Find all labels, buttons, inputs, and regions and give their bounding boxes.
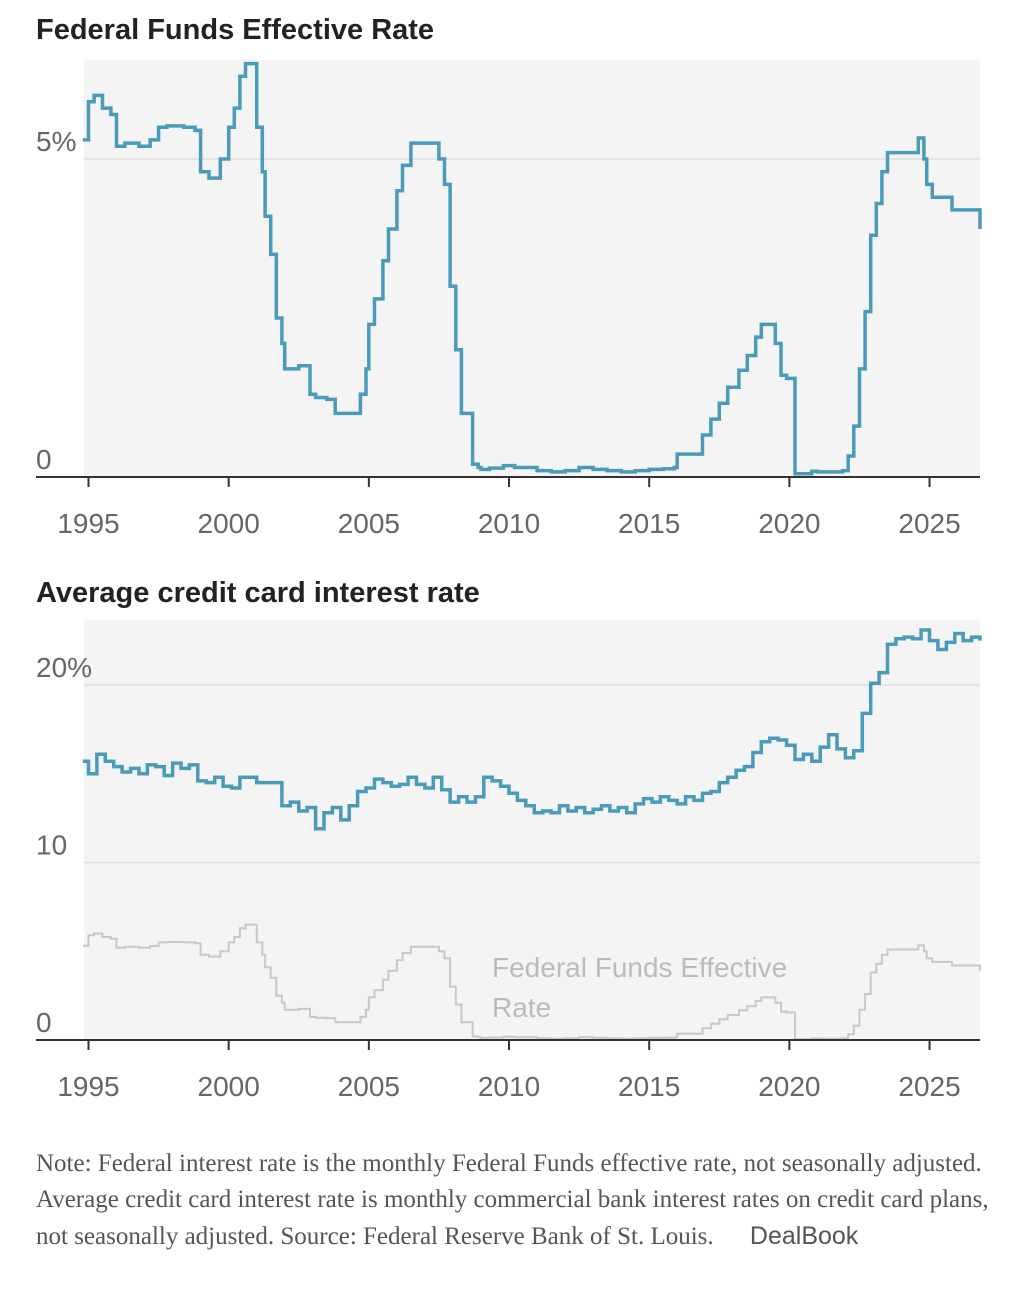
chart2-x-tick-label-2005: 2005: [338, 1071, 400, 1102]
chart2-y-tick-label-10: 10: [36, 830, 67, 861]
chart1-x-tick-label-1995: 1995: [57, 508, 119, 539]
chart1-plot-background: [84, 60, 980, 477]
chart2-series-line-1: [82, 923, 981, 1041]
chart2-series-line-0: [82, 628, 982, 831]
chart-1-fed-funds-rate: 0 5% 1995 2000 2005 2010 2015 2020 2025: [36, 60, 982, 539]
chart1-x-tick-label-2000: 2000: [198, 508, 260, 539]
chart-2-credit-card-rate: 0 10 20% 1995 2000 2005 2010 2015 2020 2025 Federa…: [36, 620, 982, 1102]
chart2-plot-background: [84, 620, 980, 1040]
chart2-x-tick-label-2000: 2000: [198, 1071, 260, 1102]
chart2-y-tick-label-0: 0: [36, 1007, 52, 1038]
chart2-y-tick-label-20: 20%: [36, 652, 92, 683]
chart1-y-tick-label-0: 0: [36, 444, 52, 475]
chart2-x-tick-label-2015: 2015: [618, 1071, 680, 1102]
chart1-x-tick-label-2005: 2005: [338, 508, 400, 539]
footnote: Note: Federal interest rate is the month…: [36, 1146, 996, 1255]
chart1-x-tick-label-2025: 2025: [898, 508, 960, 539]
chart-1-title: Federal Funds Effective Rate: [36, 14, 435, 46]
chart2-series-annotation: Federal Funds Effective Rate: [492, 952, 787, 1023]
chart-2-title: Average credit card interest rate: [36, 577, 480, 609]
chart1-series-line-0: [82, 61, 982, 476]
chart1-x-tick-label-2010: 2010: [478, 508, 540, 539]
chart1-x-tick-label-2020: 2020: [758, 508, 820, 539]
chart2-x-tick-label-2025: 2025: [898, 1071, 960, 1102]
brand-label: DealBook: [749, 1222, 859, 1250]
note-text: Note: Federal interest rate is the month…: [36, 1150, 989, 1250]
chart1-x-tick-label-2015: 2015: [618, 508, 680, 539]
chart2-x-tick-label-2010: 2010: [478, 1071, 540, 1102]
chart2-x-tick-label-1995: 1995: [57, 1071, 119, 1102]
chart1-y-tick-label-5: 5%: [36, 126, 76, 157]
source-text: Source: Federal Reserve Bank of St. Loui…: [280, 1223, 714, 1250]
chart2-x-tick-label-2020: 2020: [758, 1071, 820, 1102]
